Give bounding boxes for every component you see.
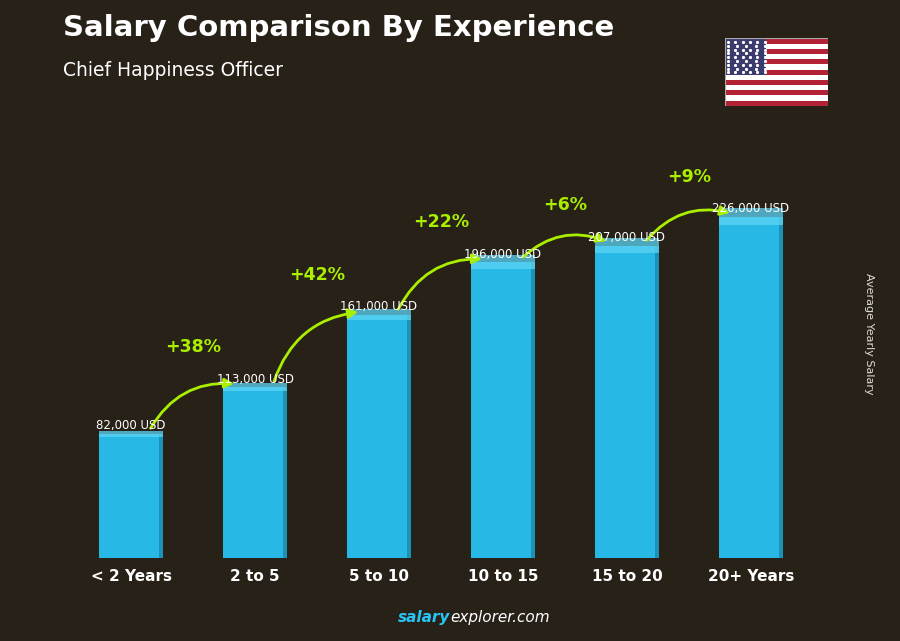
Bar — [724, 75, 828, 80]
Bar — [724, 90, 828, 96]
Bar — [724, 64, 828, 69]
Text: 207,000 USD: 207,000 USD — [589, 231, 665, 244]
Text: salary: salary — [398, 610, 450, 625]
Bar — [724, 69, 828, 75]
Text: 161,000 USD: 161,000 USD — [340, 301, 418, 313]
Bar — [654, 246, 659, 558]
Bar — [778, 217, 783, 558]
Bar — [724, 38, 766, 75]
Bar — [724, 38, 828, 44]
Bar — [346, 315, 411, 558]
Bar — [718, 208, 783, 224]
Text: 226,000 USD: 226,000 USD — [712, 203, 789, 215]
Bar — [407, 315, 411, 558]
Bar — [223, 383, 287, 391]
Bar — [718, 217, 783, 558]
Bar — [531, 262, 536, 558]
Text: +38%: +38% — [165, 338, 221, 356]
Bar — [724, 101, 828, 106]
Bar — [99, 431, 164, 437]
Bar — [223, 387, 287, 558]
Bar — [595, 246, 659, 558]
Text: +9%: +9% — [667, 168, 711, 186]
Text: +42%: +42% — [289, 266, 345, 284]
Text: 82,000 USD: 82,000 USD — [96, 419, 166, 433]
Text: Chief Happiness Officer: Chief Happiness Officer — [63, 61, 283, 80]
Bar — [724, 80, 828, 85]
Bar — [159, 434, 164, 558]
Bar — [724, 54, 828, 59]
Bar — [346, 309, 411, 320]
Text: 113,000 USD: 113,000 USD — [217, 372, 293, 386]
Text: 196,000 USD: 196,000 USD — [464, 247, 542, 261]
Bar — [724, 85, 828, 90]
Text: explorer.com: explorer.com — [450, 610, 550, 625]
Bar — [283, 387, 287, 558]
Bar — [471, 254, 536, 269]
Text: +6%: +6% — [543, 196, 587, 214]
Text: Salary Comparison By Experience: Salary Comparison By Experience — [63, 13, 614, 42]
Bar — [724, 96, 828, 101]
Text: Average Yearly Salary: Average Yearly Salary — [863, 272, 874, 394]
Bar — [471, 262, 536, 558]
Bar — [724, 44, 828, 49]
Bar — [99, 434, 164, 558]
Bar — [724, 49, 828, 54]
Bar — [595, 238, 659, 253]
Bar — [724, 59, 828, 64]
Text: +22%: +22% — [413, 213, 469, 231]
